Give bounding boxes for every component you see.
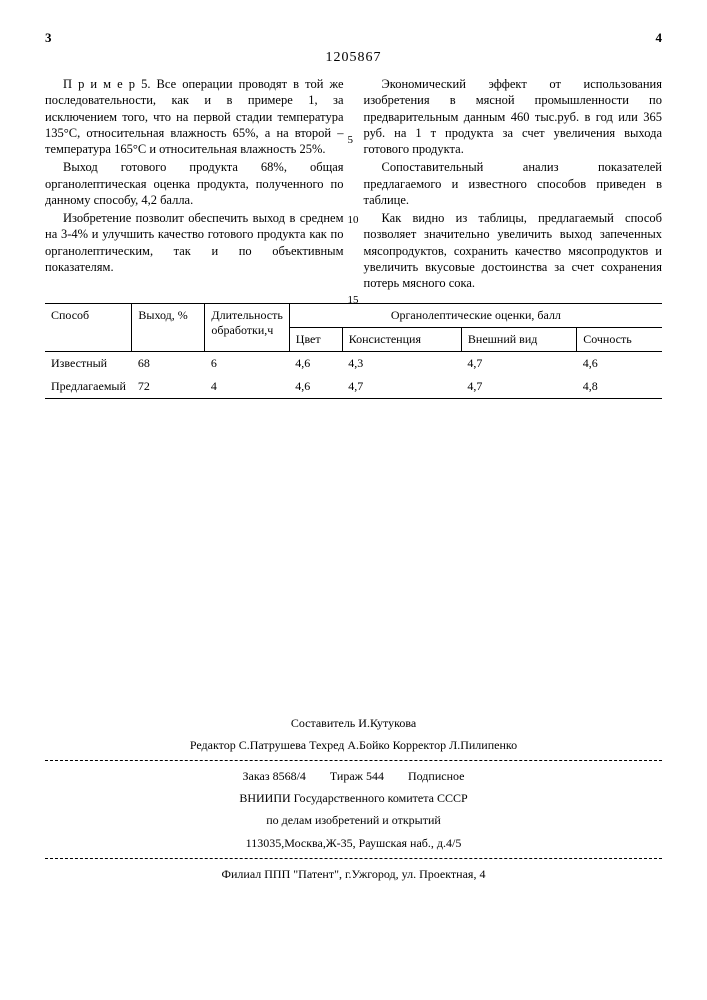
page-num-right: 4: [656, 30, 663, 46]
paragraph: Как видно из таблицы, предлагаемый спосо…: [364, 210, 663, 291]
table-cell: 4,6: [577, 352, 662, 376]
left-column: П р и м е р 5. Все операции проводят в т…: [45, 76, 344, 293]
footer-org1: ВНИИПИ Государственного комитета СССР: [45, 787, 662, 809]
th-yield: Выход, %: [132, 304, 205, 352]
line-number: 5: [348, 134, 354, 146]
th-method: Способ: [45, 304, 132, 352]
footer-addr: 113035,Москва,Ж-35, Раушская наб., д.4/5: [45, 832, 662, 854]
footer-editors: Редактор С.Патрушева Техред А.Бойко Корр…: [45, 734, 662, 756]
paragraph: Экономический эффект от использования из…: [364, 76, 663, 157]
page-num-left: 3: [45, 30, 52, 46]
table-cell: 68: [132, 352, 205, 376]
table-cell: Предлагаемый: [45, 375, 132, 399]
footer-compiler: Составитель И.Кутукова: [45, 712, 662, 734]
footer-block: Составитель И.Кутукова Редактор С.Патруш…: [45, 712, 662, 885]
th-juiciness: Сочность: [577, 328, 662, 352]
th-appearance: Внешний вид: [461, 328, 576, 352]
paragraph: П р и м е р 5. Все операции проводят в т…: [45, 76, 344, 157]
th-consistency: Консистенция: [342, 328, 461, 352]
table-cell: 4,6: [289, 375, 342, 399]
table-cell: 6: [205, 352, 289, 376]
paragraph: Выход готового продукта 68%, общая орган…: [45, 159, 344, 208]
right-column: Экономический эффект от использования из…: [364, 76, 663, 293]
th-color: Цвет: [289, 328, 342, 352]
table-cell: Известный: [45, 352, 132, 376]
table-cell: 4,8: [577, 375, 662, 399]
document-number: 1205867: [45, 50, 662, 66]
paragraph: Изобретение позволит обеспечить выход в …: [45, 210, 344, 275]
line-number: 10: [348, 214, 359, 226]
th-group: Органолептические оценки, балл: [289, 304, 662, 328]
paragraph: Сопоставительный анализ показателей пред…: [364, 159, 663, 208]
th-duration: Длительность обработки,ч: [205, 304, 289, 352]
table-cell: 4,7: [461, 375, 576, 399]
footer-org2: по делам изобретений и открытий: [45, 809, 662, 831]
footer-order: Заказ 8568/4 Тираж 544 Подписное: [45, 765, 662, 787]
table-cell: 4,7: [461, 352, 576, 376]
table-cell: 4: [205, 375, 289, 399]
table-cell: 72: [132, 375, 205, 399]
comparison-table: Способ Выход, % Длительность обработки,ч…: [45, 303, 662, 399]
line-number: 15: [348, 294, 359, 306]
footer-branch: Филиал ППП "Патент", г.Ужгород, ул. Прое…: [45, 863, 662, 885]
table-cell: 4,6: [289, 352, 342, 376]
table-cell: 4,3: [342, 352, 461, 376]
table-cell: 4,7: [342, 375, 461, 399]
